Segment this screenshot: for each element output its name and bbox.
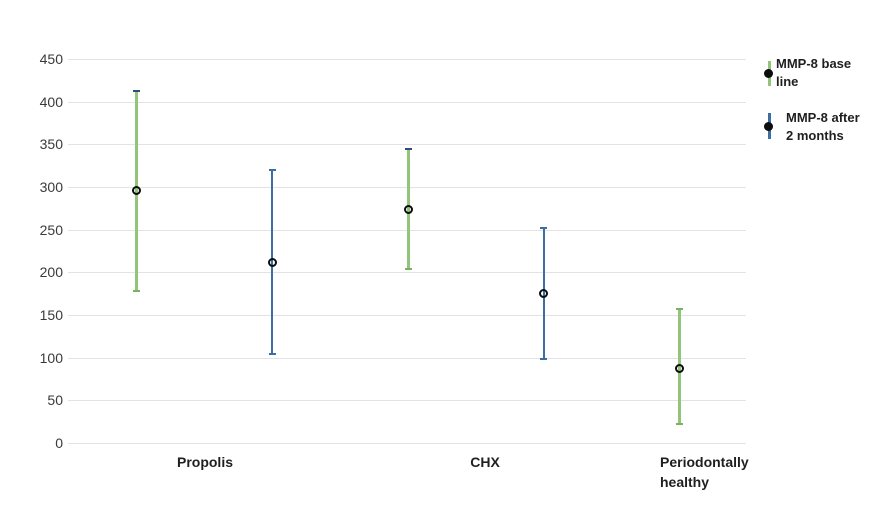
gridline bbox=[68, 315, 746, 316]
legend-label: MMP-8 base line bbox=[776, 55, 851, 91]
y-axis-tick-label: 0 bbox=[55, 435, 63, 451]
gridline bbox=[68, 59, 746, 60]
error-bar-cap-top bbox=[540, 226, 548, 229]
error-bar-cap-bottom bbox=[268, 353, 276, 356]
legend-marker-dot bbox=[764, 68, 773, 78]
mean-marker bbox=[539, 289, 549, 299]
y-axis-tick-label: 300 bbox=[39, 179, 63, 195]
error-bar-cap-top bbox=[268, 168, 276, 171]
error-bar-cap-bottom bbox=[540, 358, 548, 361]
y-axis-tick-label: 100 bbox=[39, 349, 63, 366]
y-axis-tick-label: 350 bbox=[39, 136, 63, 153]
y-axis-tick-label: 400 bbox=[39, 93, 63, 110]
error-bar-cap-bottom bbox=[133, 290, 141, 293]
error-bar-cap-top bbox=[675, 308, 683, 311]
mean-marker bbox=[132, 185, 142, 195]
legend-label-line: 2 months bbox=[786, 128, 844, 143]
gridline bbox=[68, 144, 746, 146]
mean-marker bbox=[403, 204, 413, 214]
gridline bbox=[68, 400, 746, 402]
x-axis-label-line: CHX bbox=[470, 454, 500, 470]
y-axis-tick-label: 200 bbox=[39, 264, 63, 281]
legend-label: MMP-8 after 2 months bbox=[786, 109, 860, 145]
y-axis-tick-label: 450 bbox=[39, 51, 63, 67]
x-axis-label-line: Periodontally bbox=[660, 454, 749, 470]
gridline bbox=[68, 101, 746, 103]
error-bar-cap-top bbox=[133, 90, 141, 93]
legend-marker-dot bbox=[764, 121, 773, 131]
x-axis-label-line: Propolis bbox=[176, 454, 234, 470]
x-axis-category-label: CHX bbox=[470, 452, 500, 472]
legend-label-line: MMP-8 base bbox=[776, 56, 852, 71]
gridline bbox=[68, 272, 746, 274]
error-bar-cap-top bbox=[404, 148, 412, 151]
mean-marker bbox=[267, 258, 277, 268]
gridline bbox=[68, 357, 746, 359]
y-axis-tick-label: 250 bbox=[39, 221, 63, 238]
legend-label-line: MMP-8 after bbox=[786, 110, 860, 125]
x-axis-category-label: Periodontally healthy bbox=[660, 452, 749, 492]
mean-marker bbox=[674, 364, 684, 374]
y-axis-tick-label: 50 bbox=[47, 392, 63, 409]
x-axis-category-label: Propolis bbox=[177, 452, 233, 472]
error-bar-cap-bottom bbox=[404, 267, 412, 270]
x-axis-label-line: healthy bbox=[660, 474, 710, 490]
gridline bbox=[68, 443, 746, 444]
y-axis-tick-label: 150 bbox=[39, 307, 63, 323]
error-bar-cap-bottom bbox=[675, 423, 683, 426]
legend-label-line: line bbox=[776, 74, 799, 89]
